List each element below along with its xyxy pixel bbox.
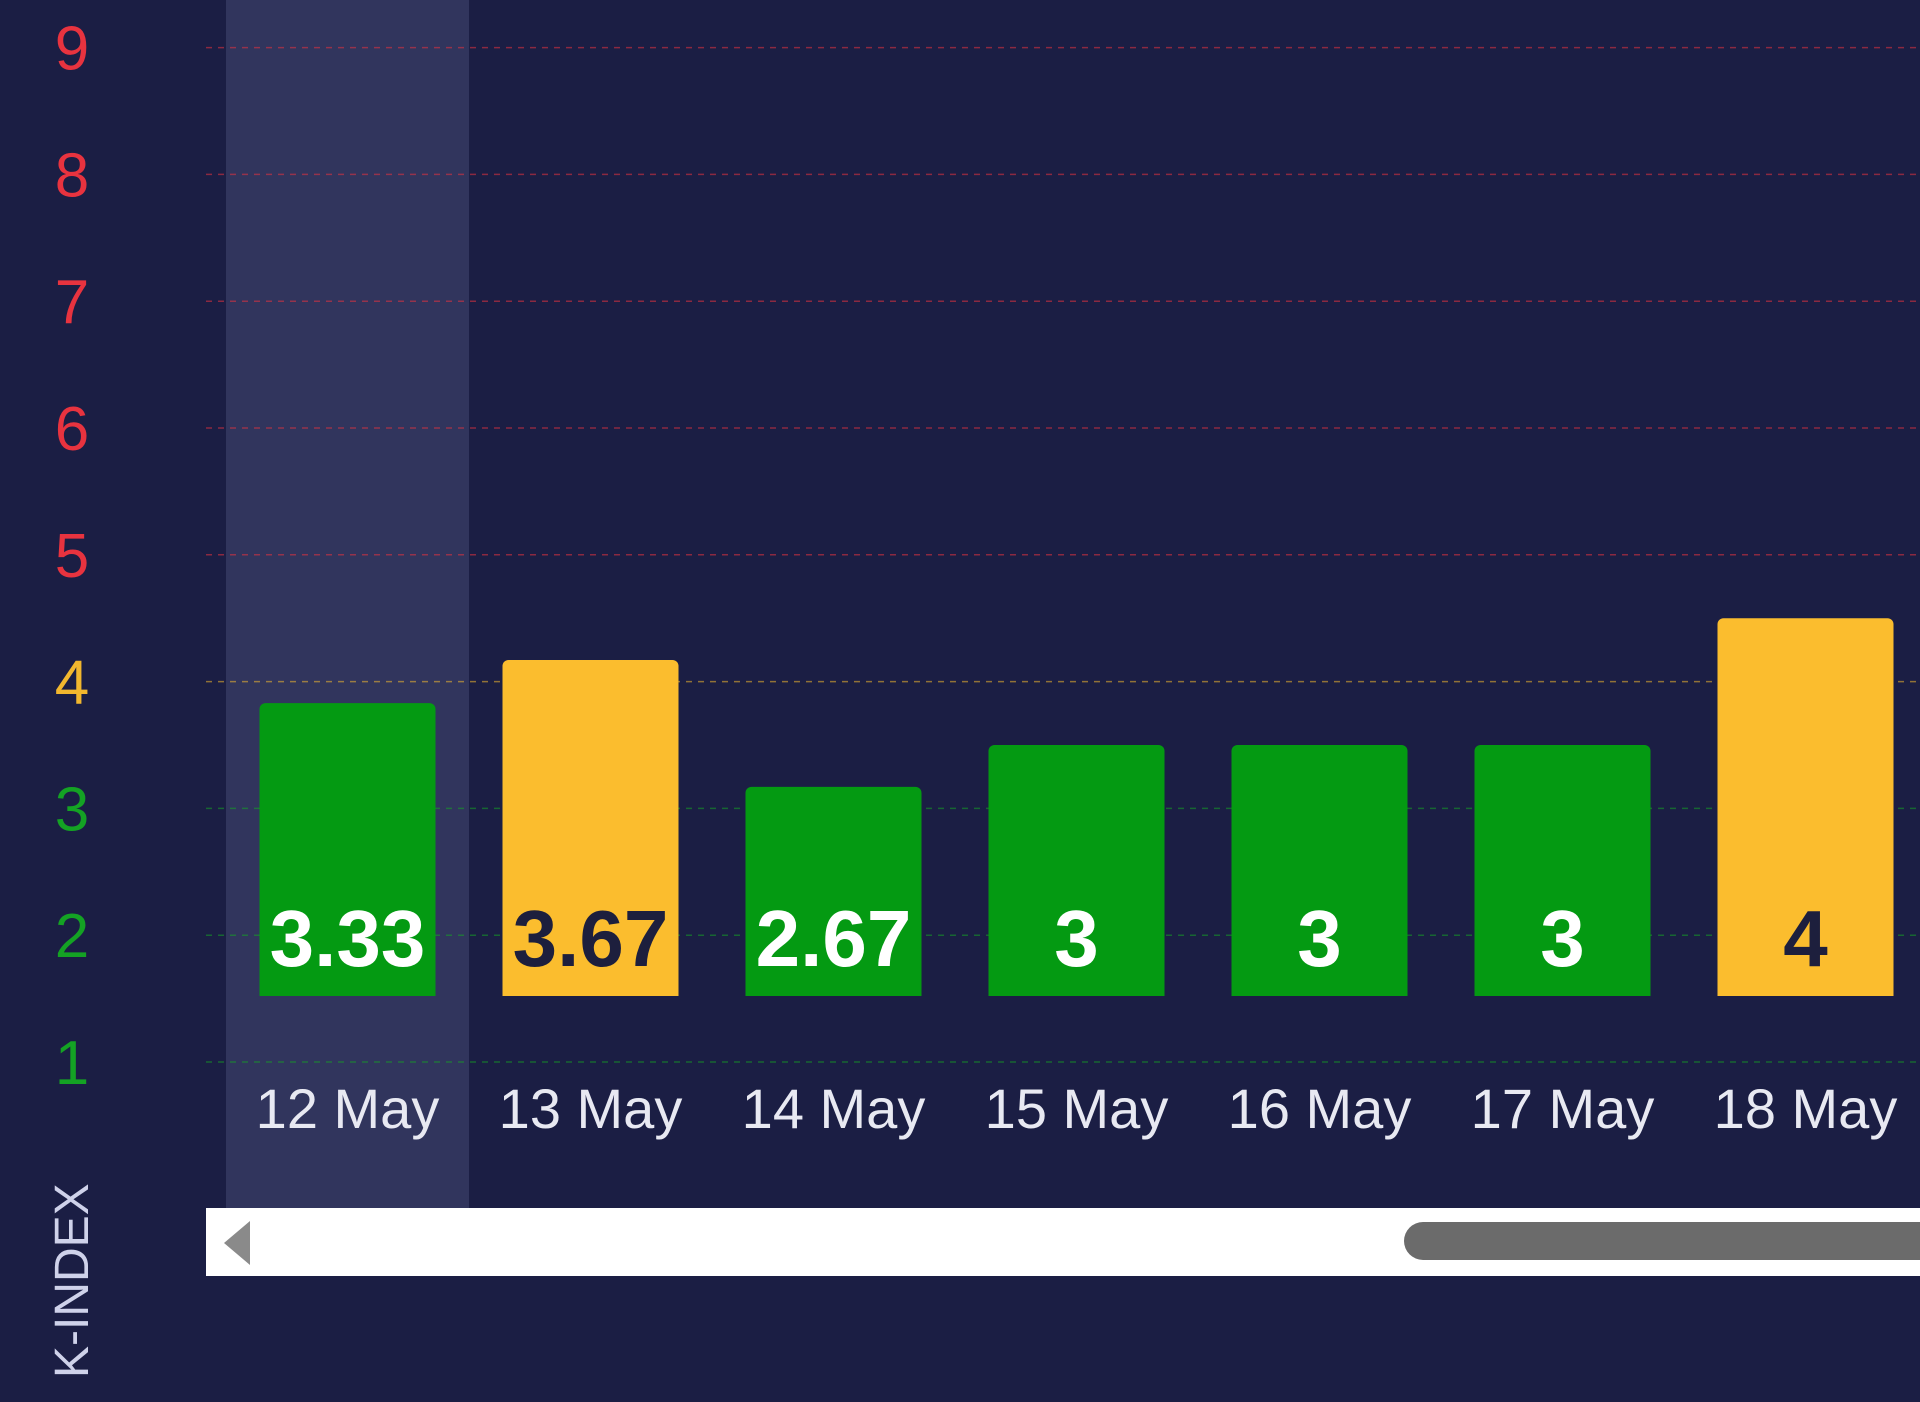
- x-tick-label: 16 May: [1228, 1077, 1412, 1140]
- bar-base: [1717, 986, 1894, 996]
- bar-base: [259, 986, 436, 996]
- bar-base: [745, 986, 922, 996]
- y-tick-label: 3: [55, 775, 89, 844]
- bar-value-label: 3: [1540, 894, 1585, 983]
- y-tick-label: 7: [55, 268, 89, 337]
- scrollbar-thumb[interactable]: [1404, 1222, 1920, 1260]
- y-tick-label: 2: [55, 902, 89, 971]
- highlight-band: [226, 0, 469, 1208]
- horizontal-scrollbar[interactable]: [206, 1208, 1920, 1276]
- bar[interactable]: [988, 745, 1165, 996]
- bar[interactable]: [1717, 618, 1894, 996]
- y-axis-title: K-INDEX: [46, 1183, 99, 1378]
- y-tick-label: 1: [55, 1029, 89, 1098]
- bar[interactable]: [259, 703, 436, 996]
- x-tick-label: 12 May: [256, 1077, 440, 1140]
- bar-value-label: 3.33: [270, 894, 426, 983]
- bar-base: [988, 986, 1165, 996]
- bar[interactable]: [745, 786, 922, 996]
- bar[interactable]: [1231, 745, 1408, 996]
- bar-base: [502, 986, 679, 996]
- x-tick-label: 18 May: [1714, 1077, 1898, 1140]
- triangle-left-icon[interactable]: [224, 1221, 250, 1265]
- bar-value-label: 4: [1783, 894, 1828, 983]
- bar-value-label: 3: [1297, 894, 1342, 983]
- bar-value-label: 3: [1054, 894, 1099, 983]
- bar[interactable]: [1474, 745, 1651, 996]
- bar-base: [1474, 986, 1651, 996]
- y-tick-label: 8: [55, 141, 89, 210]
- y-tick-label: 4: [55, 649, 89, 718]
- bar-base: [1231, 986, 1408, 996]
- y-tick-label: 9: [55, 15, 89, 84]
- y-tick-label: 5: [55, 522, 89, 591]
- bar-value-label: 3.67: [513, 894, 669, 983]
- bar-value-label: 2.67: [756, 894, 912, 983]
- y-tick-label: 6: [55, 395, 89, 464]
- x-tick-label: 14 May: [742, 1077, 926, 1140]
- x-tick-label: 15 May: [985, 1077, 1169, 1140]
- x-tick-label: 17 May: [1471, 1077, 1655, 1140]
- bar[interactable]: [502, 660, 679, 996]
- x-tick-label: 13 May: [499, 1077, 683, 1140]
